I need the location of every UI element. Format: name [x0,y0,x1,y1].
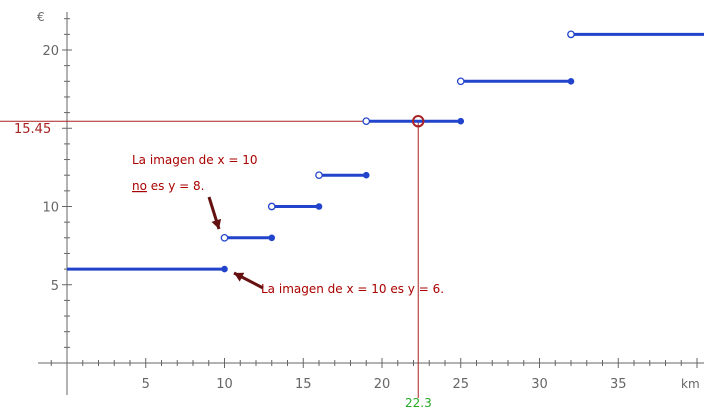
y-tick-label: 20 [42,44,59,59]
annotation-upper-rest: es y = 8. [147,179,205,193]
annotation-upper-no: no [132,179,147,193]
y-tick-label: 5 [51,279,59,294]
guide-lines [0,120,419,398]
open-endpoint [315,171,323,180]
y-unit-label: € [37,10,45,24]
x-tick-label: 20 [374,377,391,392]
highlight-y-label: 15.45 [14,122,51,137]
annotation-upper-line2: no es y = 8. [132,179,204,193]
open-endpoint [267,202,276,211]
highlight-point [412,115,425,128]
x-tick-label: 5 [142,377,150,392]
annotations: La imagen de x = 10 no es y = 8. La imag… [132,153,444,296]
axis-labels: € km 15.45 22.3 [14,10,700,410]
closed-endpoint [457,117,465,125]
closed-endpoint [268,234,276,242]
closed-endpoint [567,78,575,85]
arrow-head [234,272,245,282]
step-series [67,30,704,273]
x-unit-label: km [681,377,700,391]
open-endpoint [567,30,575,39]
arrow-head [211,218,222,229]
open-endpoint [220,233,229,242]
axes: 5 10 15 20 25 30 35 5 10 20 [38,12,704,395]
x-tick-label: 35 [610,377,627,392]
annotation-upper-line1: La imagen de x = 10 [132,153,258,167]
arrow-to-closed-point [233,271,264,290]
x-tick-label: 10 [216,377,233,392]
arrow-to-open-point [207,196,222,230]
highlight-x-label: 22.3 [405,396,432,410]
closed-endpoint [362,171,370,179]
open-endpoint [456,77,465,86]
x-tick-label: 15 [295,377,312,392]
closed-endpoint [315,203,323,210]
x-tick-label: 30 [531,377,548,392]
annotation-lower: La imagen de x = 10 es y = 6. [261,282,444,296]
x-tick-label: 25 [452,377,469,392]
closed-endpoint [221,265,228,273]
y-tick-label: 10 [42,201,59,216]
open-endpoint [362,117,371,126]
